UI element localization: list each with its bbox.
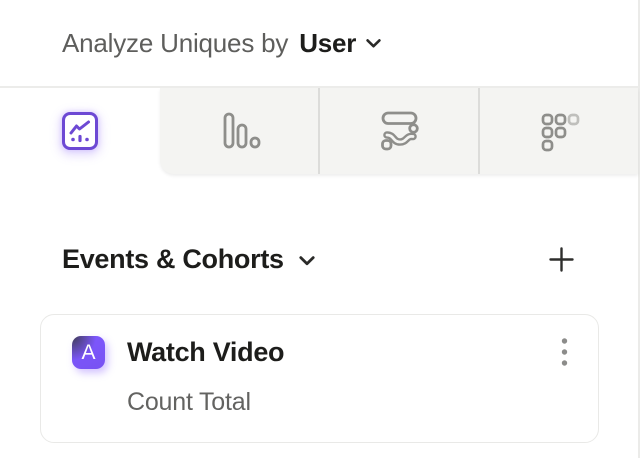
event-name[interactable]: Watch Video (127, 337, 285, 367)
add-event-button[interactable] (546, 244, 576, 274)
bar-chart-icon (217, 112, 261, 150)
report-type-tabs (0, 88, 638, 174)
event-options-button[interactable] (559, 335, 570, 369)
tab-retention[interactable] (478, 88, 638, 174)
events-section-title: Events & Cohorts (62, 243, 284, 274)
inactive-tabs-group (160, 88, 638, 174)
line-chart-icon (62, 112, 98, 150)
chevron-down-icon (299, 252, 315, 266)
tab-flows[interactable] (318, 88, 478, 174)
event-letter-badge: A (72, 336, 105, 369)
event-card-main-row: A Watch Video (41, 315, 598, 369)
panel-header: Analyze Uniques by User (0, 0, 638, 88)
analyze-by-value: User (299, 27, 357, 58)
analyze-by-dropdown[interactable]: User (299, 28, 381, 59)
event-metric-selector[interactable]: Count Total (127, 388, 251, 416)
retention-grid-icon (539, 111, 580, 152)
events-section-dropdown[interactable]: Events & Cohorts (62, 244, 315, 275)
chevron-down-icon (366, 38, 381, 48)
kebab-menu-icon (561, 337, 568, 367)
events-section-header: Events & Cohorts (62, 236, 576, 282)
plus-icon (548, 246, 575, 273)
flow-wave-icon (378, 110, 420, 152)
tab-funnels[interactable] (160, 88, 318, 174)
event-card[interactable]: A Watch Video Count Total (40, 314, 599, 443)
tab-insights[interactable] (0, 88, 160, 174)
analyze-by-label: Analyze Uniques by (62, 27, 289, 58)
